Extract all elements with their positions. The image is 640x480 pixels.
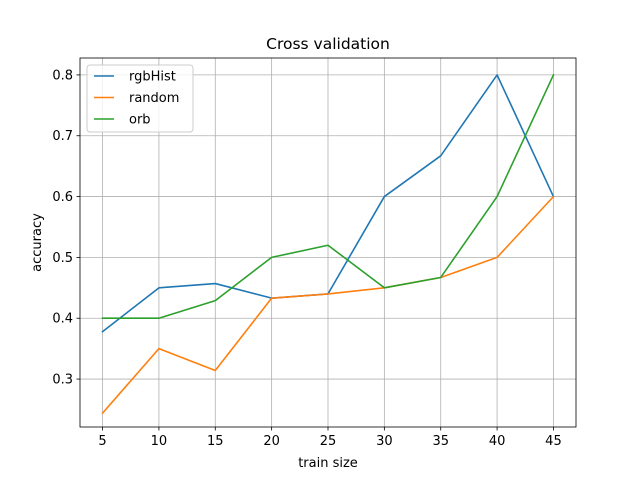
legend-label-rgbHist: rgbHist (129, 70, 176, 85)
series-line-random (101, 195, 555, 415)
x-axis-ticks: 5 10 15 20 25 30 35 40 45 (98, 427, 562, 449)
legend-label-random: random (129, 91, 179, 106)
x-tick-label: 35 (432, 434, 449, 449)
y-tick-label: 0.3 (52, 373, 73, 388)
series-line-orb (101, 73, 555, 320)
legend: rgbHist random orb (86, 64, 194, 133)
x-tick-label: 5 (98, 434, 106, 449)
x-tick-label: 25 (320, 434, 337, 449)
x-tick-label: 40 (489, 434, 506, 449)
chart-title: Cross validation (266, 35, 390, 53)
x-tick-label: 20 (263, 434, 280, 449)
y-tick-label: 0.4 (52, 312, 73, 327)
series-lines (101, 73, 555, 415)
y-tick-label: 0.6 (52, 190, 73, 205)
x-axis-label: train size (298, 456, 358, 471)
y-tick-label: 0.8 (52, 68, 73, 83)
y-tick-label: 0.7 (52, 129, 73, 144)
grid (80, 58, 576, 427)
x-tick-label: 30 (376, 434, 393, 449)
y-axis-label: accuracy (30, 213, 45, 272)
x-tick-label: 15 (207, 434, 224, 449)
legend-box (86, 64, 194, 133)
legend-label-orb: orb (129, 113, 151, 128)
x-tick-label: 10 (151, 434, 168, 449)
y-tick-label: 0.5 (52, 251, 73, 266)
y-axis-ticks: 0.3 0.4 0.5 0.6 0.7 0.8 (52, 68, 80, 388)
x-tick-label: 45 (545, 434, 562, 449)
